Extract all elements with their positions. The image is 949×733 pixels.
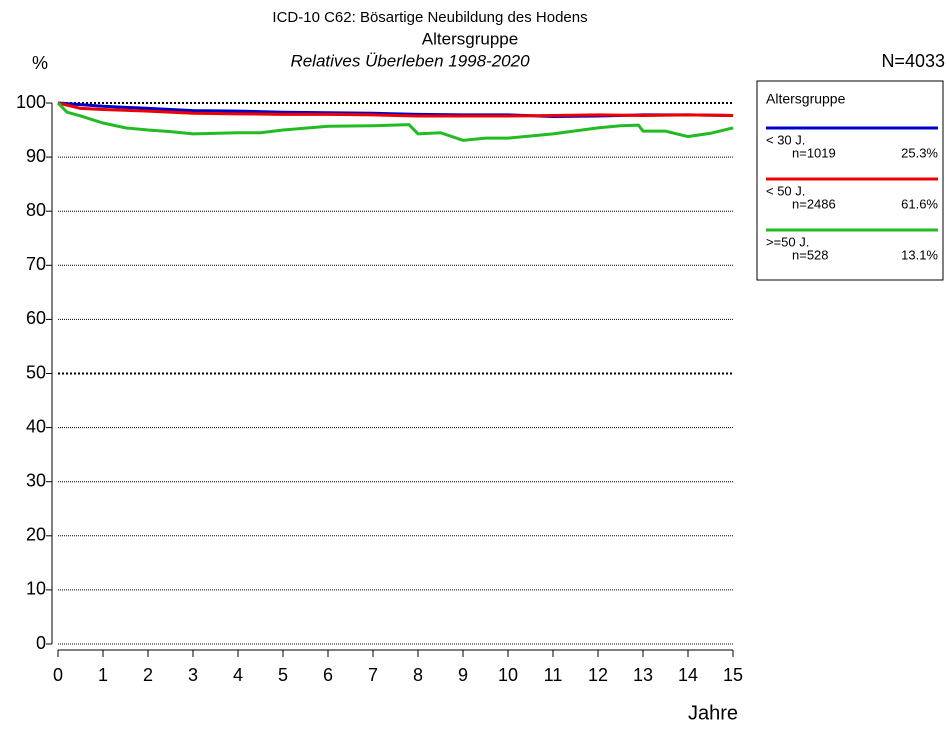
y-tick-label: 40 [26,416,46,436]
x-tick-label: 1 [98,665,108,685]
chart-subtitle: Altersgruppe [422,29,518,48]
legend-label: < 50 J. [766,183,805,198]
x-axis-label: Jahre [688,702,738,724]
chart-title: ICD-10 C62: Bösartige Neubildung des Hod… [272,9,587,26]
series-line [56,101,734,142]
legend-share: 25.3% [901,145,938,160]
x-tick-label: 4 [233,665,243,685]
legend-label: >=50 J. [766,234,809,249]
x-tick-label: 15 [723,665,743,685]
legend-label: < 30 J. [766,132,805,147]
y-axis-label: % [32,53,48,73]
x-tick-label: 12 [588,665,608,685]
y-tick-label: 50 [26,362,46,382]
x-tick-label: 0 [53,665,63,685]
chart-subtitle2: Relatives Überleben 1998-2020 [290,51,530,70]
legend-title: Altersgruppe [766,91,846,107]
legend-share: 61.6% [901,196,938,211]
x-tick-label: 11 [544,665,563,685]
y-tick-label: 100 [16,92,46,112]
y-tick-label: 80 [26,200,46,220]
y-tick-label: 60 [26,308,46,328]
legend-box [756,80,944,281]
y-tick-label: 30 [26,470,46,490]
x-tick-label: 10 [498,665,518,685]
y-tick-label: 10 [26,579,46,599]
y-tick-label: 0 [36,633,46,653]
y-tick-label: 70 [26,254,46,274]
x-tick-label: 2 [143,665,153,685]
x-tick-label: 9 [458,665,468,685]
x-tick-label: 13 [633,665,653,685]
legend-share: 13.1% [901,247,938,262]
y-tick-label: 90 [26,146,46,166]
x-tick-label: 6 [323,665,333,685]
x-tick-label: 7 [368,665,378,685]
y-tick-label: 20 [26,525,46,545]
x-tick-label: 8 [413,665,423,685]
legend-n: n=1019 [792,145,836,160]
total-label: N=4033 [881,51,945,71]
x-tick-label: 5 [278,665,288,685]
x-tick-label: 3 [188,665,198,685]
x-tick-label: 14 [678,665,698,685]
legend-n: n=528 [792,247,829,262]
series-line [57,101,734,118]
legend-n: n=2486 [792,196,836,211]
